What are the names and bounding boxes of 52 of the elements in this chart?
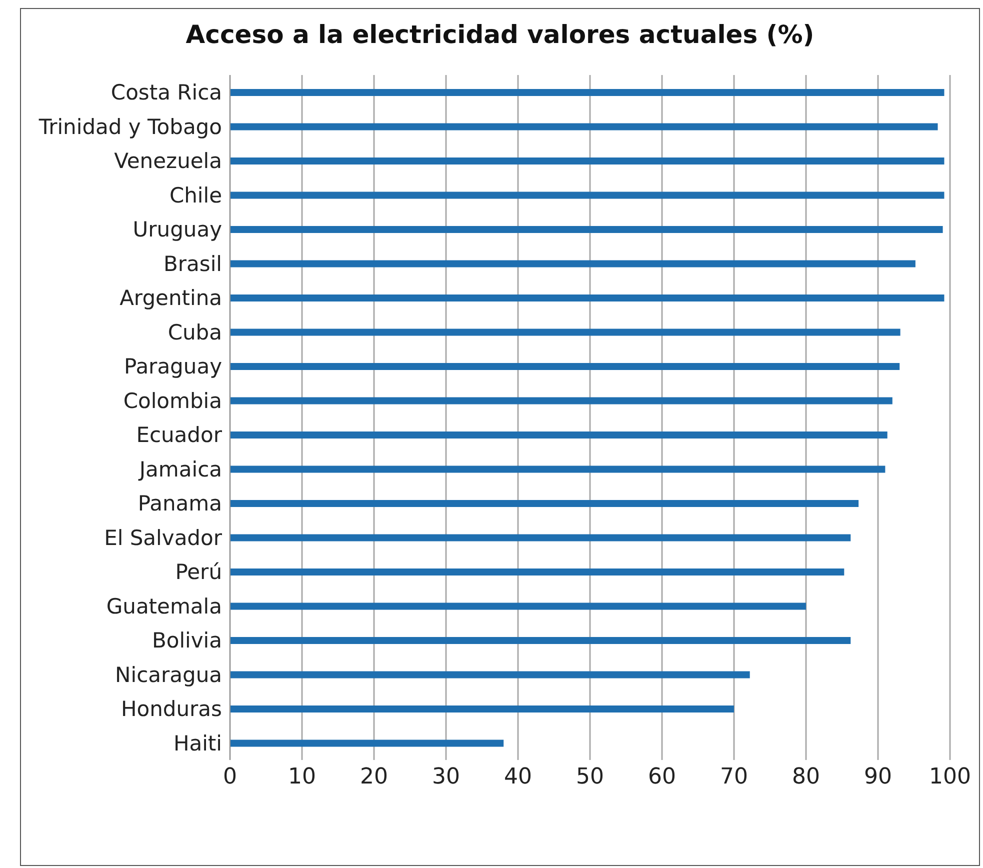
y-tick-label: Haiti (173, 731, 222, 756)
bar (230, 602, 806, 610)
y-tick-label: Guatemala (106, 594, 222, 618)
x-tick-label: 40 (504, 764, 532, 790)
y-tick-label: Colombia (123, 388, 222, 413)
bar (230, 500, 859, 507)
y-tick-label: Ecuador (136, 423, 222, 448)
x-tick-label: 20 (360, 764, 388, 790)
bar (230, 568, 844, 576)
bar (230, 534, 851, 542)
y-tick-label: Venezuela (114, 149, 222, 174)
x-tick-label: 50 (576, 764, 604, 790)
chart-title: Acceso a la electricidad valores actuales (%) (184, 20, 816, 49)
bar (230, 89, 944, 96)
y-tick-label: Jamaica (137, 457, 222, 482)
bar (230, 123, 938, 130)
y-tick-label: Brasil (163, 252, 222, 276)
y-tick-label: Nicaragua (115, 662, 222, 687)
y-tick-label: El Salvador (104, 526, 222, 550)
bar (230, 740, 504, 747)
x-tick-label: 100 (929, 764, 971, 790)
bar (230, 466, 886, 473)
x-tick-label: 0 (223, 764, 237, 790)
x-tick-label: 10 (288, 764, 316, 790)
x-tick-label: 70 (720, 764, 748, 790)
y-tick-label: Paraguay (124, 354, 222, 379)
bar (230, 432, 888, 438)
x-tick-label: 30 (432, 764, 460, 790)
bar (230, 397, 892, 404)
bar (230, 328, 900, 336)
bar (230, 706, 734, 712)
bar (230, 671, 750, 678)
y-tick-label: Uruguay (132, 218, 222, 242)
bar (230, 363, 900, 370)
y-tick-label: Trinidad y Tobago (38, 114, 222, 139)
y-tick-label: Perú (175, 560, 222, 584)
bar (230, 192, 944, 199)
bar (230, 294, 944, 302)
bar (230, 158, 944, 164)
y-tick-label: Bolivia (152, 628, 222, 653)
y-tick-label: Panama (138, 492, 222, 516)
x-tick-label: 80 (792, 764, 820, 790)
bar (230, 637, 851, 644)
x-tick-label: 90 (864, 764, 892, 790)
y-tick-label: Cuba (168, 320, 222, 344)
y-tick-label: Honduras (120, 697, 222, 722)
bar (230, 226, 943, 233)
y-tick-label: Costa Rica (110, 80, 222, 105)
y-tick-label: Argentina (120, 286, 222, 310)
bar (230, 260, 916, 268)
x-tick-label: 60 (648, 764, 676, 790)
y-tick-label: Chile (169, 183, 222, 208)
